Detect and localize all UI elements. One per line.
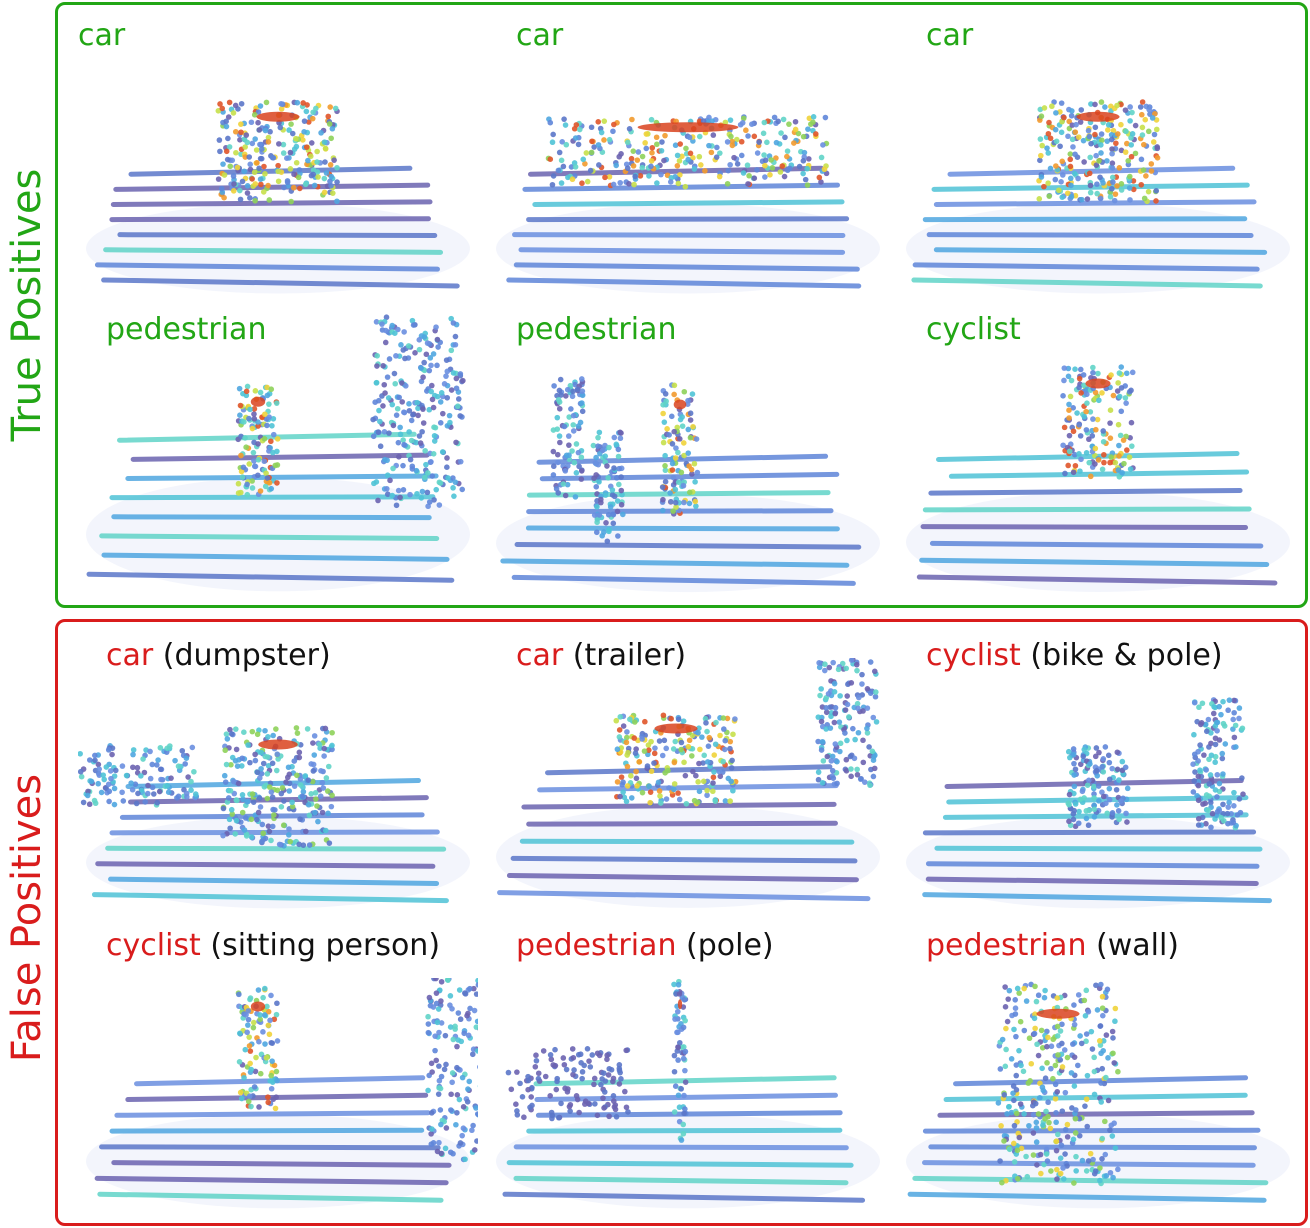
point-cloud-image — [78, 683, 478, 913]
false-positives-label: False Positives — [4, 773, 50, 1063]
tp-class-label-3: car — [926, 18, 974, 53]
fp-actual-label-1: (dumpster) — [162, 638, 331, 673]
point-cloud-image — [488, 978, 888, 1213]
fp-class-label-4: cyclist — [106, 928, 201, 963]
fp-class-label-3: cyclist — [926, 638, 1021, 673]
point-cloud-image — [78, 73, 478, 298]
fp-panel-1: car (dumpster) — [78, 638, 478, 913]
tp-panel-3: car — [898, 18, 1298, 298]
fp-class-label-1: car — [106, 638, 154, 673]
tp-class-label-1: car — [78, 18, 126, 53]
tp-panel-5: pedestrian — [488, 312, 888, 597]
tp-class-label-5: pedestrian — [516, 312, 677, 347]
point-cloud-image — [488, 658, 888, 913]
tp-panel-1: car — [78, 18, 478, 298]
fp-class-label-2: car — [516, 638, 564, 673]
fp-actual-label-5: (pole) — [686, 928, 774, 963]
tp-class-label-6: cyclist — [926, 312, 1021, 347]
tp-class-label-4: pedestrian — [106, 312, 267, 347]
point-cloud-image — [898, 347, 1298, 597]
point-cloud-image — [488, 352, 888, 597]
fp-panel-5: pedestrian (pole) — [488, 928, 888, 1213]
point-cloud-image — [898, 978, 1298, 1213]
tp-panel-2: car — [488, 18, 888, 298]
tp-panel-4: pedestrian — [78, 312, 478, 597]
false-positives-box — [55, 619, 1308, 1226]
tp-panel-6: cyclist — [898, 312, 1298, 597]
fp-panel-3: cyclist (bike & pole) — [898, 638, 1298, 913]
point-cloud-image — [898, 683, 1298, 913]
fp-panel-4: cyclist (sitting person) — [78, 928, 478, 1213]
fp-panel-2: car (trailer) — [488, 638, 888, 913]
point-cloud-image — [78, 978, 478, 1213]
point-cloud-image — [78, 312, 478, 597]
point-cloud-image — [488, 73, 888, 298]
fp-actual-label-6: (wall) — [1096, 928, 1180, 963]
fp-actual-label-3: (bike & pole) — [1030, 638, 1223, 673]
fp-panel-6: pedestrian (wall) — [898, 928, 1298, 1213]
point-cloud-image — [898, 73, 1298, 298]
fp-class-label-5: pedestrian — [516, 928, 677, 963]
true-positives-label: True Positives — [4, 168, 50, 442]
true-positives-box — [55, 2, 1308, 608]
tp-class-label-2: car — [516, 18, 564, 53]
fp-actual-label-2: (trailer) — [572, 638, 687, 673]
fp-class-label-6: pedestrian — [926, 928, 1087, 963]
fp-actual-label-4: (sitting person) — [210, 928, 441, 963]
